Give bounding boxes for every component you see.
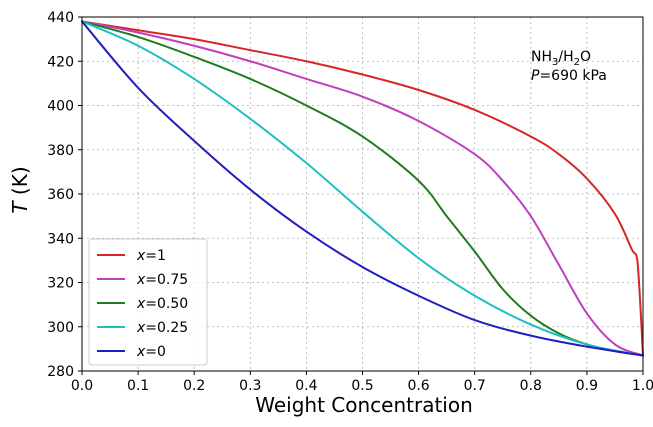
legend-item: x=1 [97, 248, 166, 264]
legend-label: x=0.25 [136, 320, 188, 336]
series-line [81, 20, 644, 357]
ticks: 0.0 0.1 0.2 0.3 0.4 0.5 0.6 0.7 0.8 0.9 1.0 280 300 3… [47, 10, 653, 394]
x-tick-label: 0.0 [71, 378, 93, 394]
x-tick-label: 0.1 [127, 378, 149, 394]
x-tick-label: 0.5 [351, 378, 373, 394]
x-tick-label: 0.9 [576, 378, 598, 394]
x-tick-label: 0.4 [295, 378, 317, 394]
y-tick-label: 360 [47, 187, 74, 203]
y-tick-label: 300 [47, 320, 74, 336]
series-line [81, 20, 644, 357]
annotation-line1: NH3/H2O [531, 49, 591, 68]
legend-label: x=0.75 [136, 272, 188, 288]
x-tick-label: 0.8 [520, 378, 542, 394]
x-tick-label: 1.0 [632, 378, 653, 394]
legend-item: x=0 [97, 344, 166, 360]
y-tick-label: 320 [47, 276, 74, 292]
x-tick-label: 0.7 [464, 378, 486, 394]
y-tick-label: 340 [47, 231, 74, 247]
series-line [81, 20, 644, 357]
legend-box [88, 238, 208, 366]
y-tick-label: 380 [47, 143, 74, 159]
legend-item: x=0.50 [97, 296, 188, 312]
x-tick-label: 0.2 [183, 378, 205, 394]
legend-label: x=1 [136, 248, 166, 264]
legend: x=1 x=0.75 x=0.50 x=0.25 x=0 [88, 238, 208, 366]
x-tick-label: 0.3 [239, 378, 261, 394]
y-tick-label: 400 [47, 99, 74, 115]
legend-label: x=0.50 [136, 296, 188, 312]
x-axis-label: Weight Concentration [255, 393, 473, 417]
series-line [81, 20, 644, 357]
legend-label: x=0 [136, 344, 166, 360]
y-axis-label: T (K) [8, 166, 32, 213]
series-lines [81, 20, 644, 357]
legend-item: x=0.75 [97, 272, 188, 288]
annotation: NH3/H2O P=690 kPa [531, 49, 607, 84]
annotation-line2: P=690 kPa [531, 68, 607, 84]
x-tick-label: 0.6 [407, 378, 429, 394]
legend-item: x=0.25 [97, 320, 188, 336]
y-tick-label: 440 [47, 10, 74, 26]
y-tick-label: 280 [47, 364, 74, 380]
y-tick-label: 420 [47, 54, 74, 70]
